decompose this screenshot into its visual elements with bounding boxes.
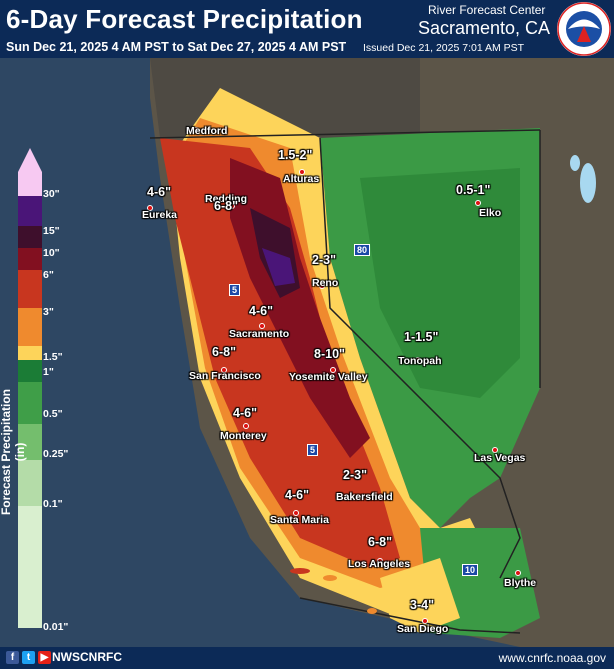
legend-colorbar xyxy=(18,148,42,628)
amount-label: 1.5-2" xyxy=(278,148,313,162)
facebook-icon[interactable]: f xyxy=(6,651,19,664)
city-marker xyxy=(475,200,481,206)
amount-label: 6-8" xyxy=(212,345,236,359)
youtube-icon[interactable]: ▶ xyxy=(38,651,51,664)
city-label: Blythe xyxy=(504,577,537,589)
city-label: Santa Maria xyxy=(270,514,329,526)
office-location: Sacramento, CA xyxy=(418,18,551,38)
city-marker xyxy=(229,203,235,209)
city-label: Eureka xyxy=(142,209,178,221)
city-label: Tonopah xyxy=(398,355,442,367)
amount-label: 2-3" xyxy=(343,468,367,482)
amount-label: 4-6" xyxy=(233,406,257,420)
amount-label: 4-6" xyxy=(147,185,171,199)
legend-label: 0.25" xyxy=(43,448,69,460)
city-label: Elko xyxy=(479,207,502,219)
city-marker xyxy=(193,127,199,133)
amount-label: 4-6" xyxy=(249,304,273,318)
city-label: Monterey xyxy=(220,430,267,442)
social-handle: NWSCNRFC xyxy=(52,650,122,664)
amount-label: 4-6" xyxy=(285,488,309,502)
city-label: San Francisco xyxy=(189,370,261,382)
website-link[interactable]: www.cnrfc.noaa.gov xyxy=(498,651,606,665)
city-marker xyxy=(337,493,343,499)
legend-label: 1.5" xyxy=(43,351,63,363)
legend-label: 15" xyxy=(43,225,60,237)
legend-title: Forecast Precipitation (in) xyxy=(0,388,27,516)
city-marker xyxy=(147,205,153,211)
city-label: Reno xyxy=(312,277,339,289)
city-label: San Diego xyxy=(397,623,449,635)
city-marker xyxy=(319,283,325,289)
city-label: Sacramento xyxy=(229,328,290,340)
city-marker xyxy=(492,447,498,453)
city-marker xyxy=(299,169,305,175)
city-marker xyxy=(293,510,299,516)
city-label: Alturas xyxy=(283,173,320,185)
city-label: Yosemite Valley xyxy=(289,371,368,383)
legend-label: 6" xyxy=(43,269,54,281)
city-marker xyxy=(221,367,227,373)
amount-label: 3-4" xyxy=(410,598,434,612)
twitter-icon[interactable]: t xyxy=(22,651,35,664)
precipitation-map: Forecast Precipitation (in) 30" 15" 10" … xyxy=(0,58,614,647)
page-title: 6-Day Forecast Precipitation xyxy=(6,4,363,34)
city-label: Los Angeles xyxy=(348,558,411,570)
highway-shield: 5 xyxy=(229,284,241,296)
amount-label: 6-8" xyxy=(368,535,392,549)
city-marker xyxy=(515,570,521,576)
amount-label: 1-1.5" xyxy=(404,330,439,344)
amount-label: 8-10" xyxy=(314,347,345,361)
legend-label: 0.01" xyxy=(43,621,69,633)
highway-shield: 80 xyxy=(354,244,371,256)
office-label: River Forecast Center xyxy=(428,3,546,17)
forecast-period: Sun Dec 21, 2025 4 AM PST to Sat Dec 27,… xyxy=(6,40,347,54)
highway-shield: 5 xyxy=(307,444,319,456)
legend-label: 30" xyxy=(43,188,60,200)
city-label: Redding xyxy=(205,193,247,205)
issued-time: Issued Dec 21, 2025 7:01 AM PST xyxy=(363,42,525,54)
map-canvas xyxy=(0,58,614,647)
legend-label: 1" xyxy=(43,366,54,378)
city-marker xyxy=(377,558,383,564)
legend-label: 0.1" xyxy=(43,498,63,510)
city-label: Bakersfield xyxy=(336,491,393,503)
highway-shield: 10 xyxy=(462,564,479,576)
city-marker xyxy=(259,323,265,329)
amount-label: 6-8" xyxy=(214,199,238,213)
city-marker xyxy=(415,357,421,363)
nws-logo-icon xyxy=(557,2,611,56)
city-label: Medford xyxy=(186,125,228,137)
header-bar: 6-Day Forecast Precipitation Sun Dec 21,… xyxy=(0,0,614,58)
city-marker xyxy=(330,367,336,373)
city-label: Las Vegas xyxy=(474,452,526,464)
legend-label: 0.5" xyxy=(43,408,63,420)
legend-label: 3" xyxy=(43,306,54,318)
footer-bar: f t ▶ NWSCNRFC www.cnrfc.noaa.gov xyxy=(0,647,614,669)
city-marker xyxy=(422,618,428,624)
city-marker xyxy=(243,423,249,429)
amount-label: 2-3" xyxy=(312,253,336,267)
legend-label: 10" xyxy=(43,247,60,259)
amount-label: 0.5-1" xyxy=(456,183,491,197)
